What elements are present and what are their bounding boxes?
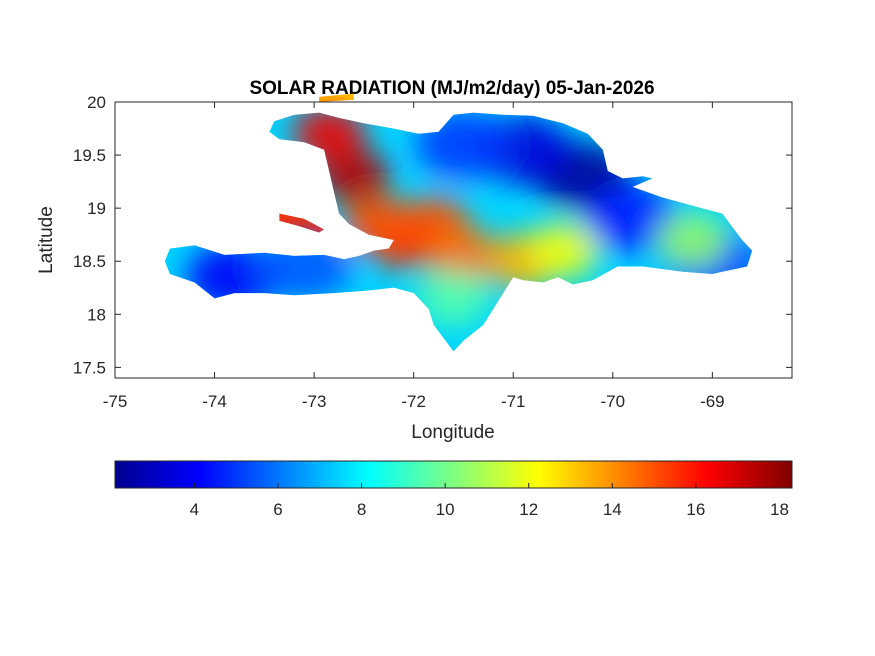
high-radiation-area xyxy=(317,148,390,205)
colorbar-tick-label: 4 xyxy=(190,500,199,519)
colorbar xyxy=(114,460,793,489)
y-tick-label: 17.5 xyxy=(73,358,106,377)
high-radiation-area xyxy=(417,270,490,327)
y-tick-label: 18.5 xyxy=(73,252,106,271)
x-tick-label: -73 xyxy=(302,392,327,411)
chart-title: SOLAR RADIATION (MJ/m2/day) 05-Jan-2026 xyxy=(249,78,654,99)
x-tick-label: -74 xyxy=(202,392,227,411)
island-tortuga xyxy=(319,93,354,102)
high-radiation-area xyxy=(656,212,729,268)
colorbar-ticks: 4 6 8 10 12 14 16 18 xyxy=(190,483,789,519)
y-tick-label: 20 xyxy=(87,93,106,112)
y-tick-label: 19.5 xyxy=(73,146,106,165)
y-tick-label: 19 xyxy=(87,199,106,218)
y-axis-label: Latitude xyxy=(36,206,57,274)
y-axis: 17.5 18 18.5 19 19.5 20 xyxy=(73,93,792,377)
axes-frame xyxy=(114,101,793,379)
colorbar-tick-label: 18 xyxy=(770,500,789,519)
y-tick-label: 18 xyxy=(87,305,106,324)
colorbar-tick-label: 16 xyxy=(686,500,705,519)
x-axis: -75 -74 -73 -72 -71 -70 -69 xyxy=(103,102,725,411)
x-tick-label: -72 xyxy=(401,392,426,411)
colorbar-tick-label: 6 xyxy=(273,500,282,519)
island-gonave xyxy=(279,213,325,233)
x-tick-label: -69 xyxy=(700,392,725,411)
x-tick-label: -71 xyxy=(501,392,526,411)
colorbar-tick-label: 12 xyxy=(519,500,538,519)
x-axis-label: Longitude xyxy=(411,422,494,443)
colorbar-tick-label: 8 xyxy=(357,500,366,519)
high-radiation-area xyxy=(427,227,500,284)
colorbar-tick-label: 14 xyxy=(603,500,622,519)
x-tick-label: -75 xyxy=(103,392,128,411)
colorbar-tick-label: 10 xyxy=(436,500,455,519)
low-radiation-area xyxy=(584,184,681,253)
x-tick-label: -70 xyxy=(601,392,626,411)
high-radiation-area xyxy=(527,222,600,279)
